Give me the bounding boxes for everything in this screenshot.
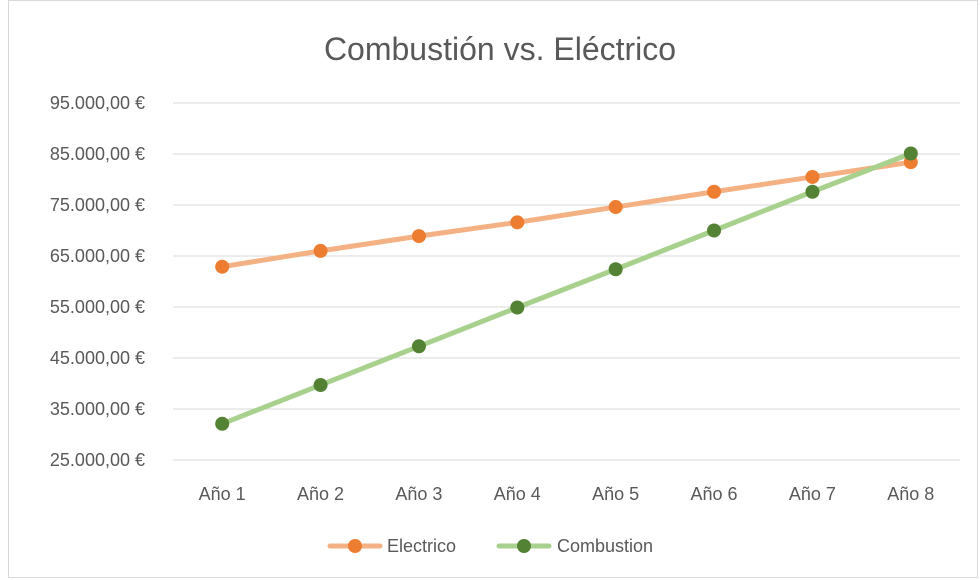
chart-title: Combustión vs. Eléctrico — [324, 31, 676, 67]
legend-marker — [348, 539, 362, 553]
x-tick-label: Año 4 — [494, 484, 541, 504]
series-line — [219, 150, 914, 427]
data-point — [903, 146, 918, 161]
legend-label: Combustion — [557, 536, 653, 556]
data-point — [313, 243, 328, 258]
data-point — [608, 262, 623, 277]
legend-item-electrico: Electrico — [327, 536, 456, 556]
series-layer — [215, 146, 918, 431]
x-tick-label: Año 2 — [297, 484, 344, 504]
x-tick-label: Año 1 — [199, 484, 246, 504]
data-point — [707, 184, 722, 199]
gridlines — [173, 102, 960, 461]
data-point — [510, 215, 525, 230]
series-line — [219, 159, 914, 270]
data-point — [215, 259, 230, 274]
data-point — [215, 416, 230, 431]
series-combustion — [215, 146, 918, 431]
y-axis: 25.000,00 € 35.000,00 € 45.000,00 € 55.000,… — [50, 93, 145, 470]
legend-marker — [517, 539, 531, 553]
data-point — [313, 378, 328, 393]
y-tick-label: 45.000,00 € — [50, 348, 145, 368]
x-tick-label: Año 7 — [789, 484, 836, 504]
series-electrico — [215, 155, 918, 274]
y-tick-label: 85.000,00 € — [50, 144, 145, 164]
x-axis: Año 1 Año 2 Año 3 Año 4 Año 5 Año 6 Año 7 Año 8 — [199, 484, 935, 504]
x-tick-label: Año 8 — [887, 484, 934, 504]
data-point — [805, 169, 820, 184]
data-point — [411, 339, 426, 354]
y-tick-label: 25.000,00 € — [50, 450, 145, 470]
y-tick-label: 75.000,00 € — [50, 195, 145, 215]
data-point — [608, 200, 623, 215]
y-tick-label: 55.000,00 € — [50, 297, 145, 317]
legend-label: Electrico — [387, 536, 456, 556]
legend: Electrico Combustion — [327, 536, 653, 556]
data-point — [707, 223, 722, 238]
data-point — [805, 184, 820, 199]
y-tick-label: 65.000,00 € — [50, 246, 145, 266]
data-point — [510, 300, 525, 315]
x-tick-label: Año 3 — [395, 484, 442, 504]
y-tick-label: 35.000,00 € — [50, 399, 145, 419]
x-tick-label: Año 5 — [592, 484, 639, 504]
legend-item-combustion: Combustion — [496, 536, 653, 556]
x-tick-label: Año 6 — [691, 484, 738, 504]
chart-frame — [8, 0, 978, 578]
y-tick-label: 95.000,00 € — [50, 93, 145, 113]
data-point — [411, 229, 426, 244]
